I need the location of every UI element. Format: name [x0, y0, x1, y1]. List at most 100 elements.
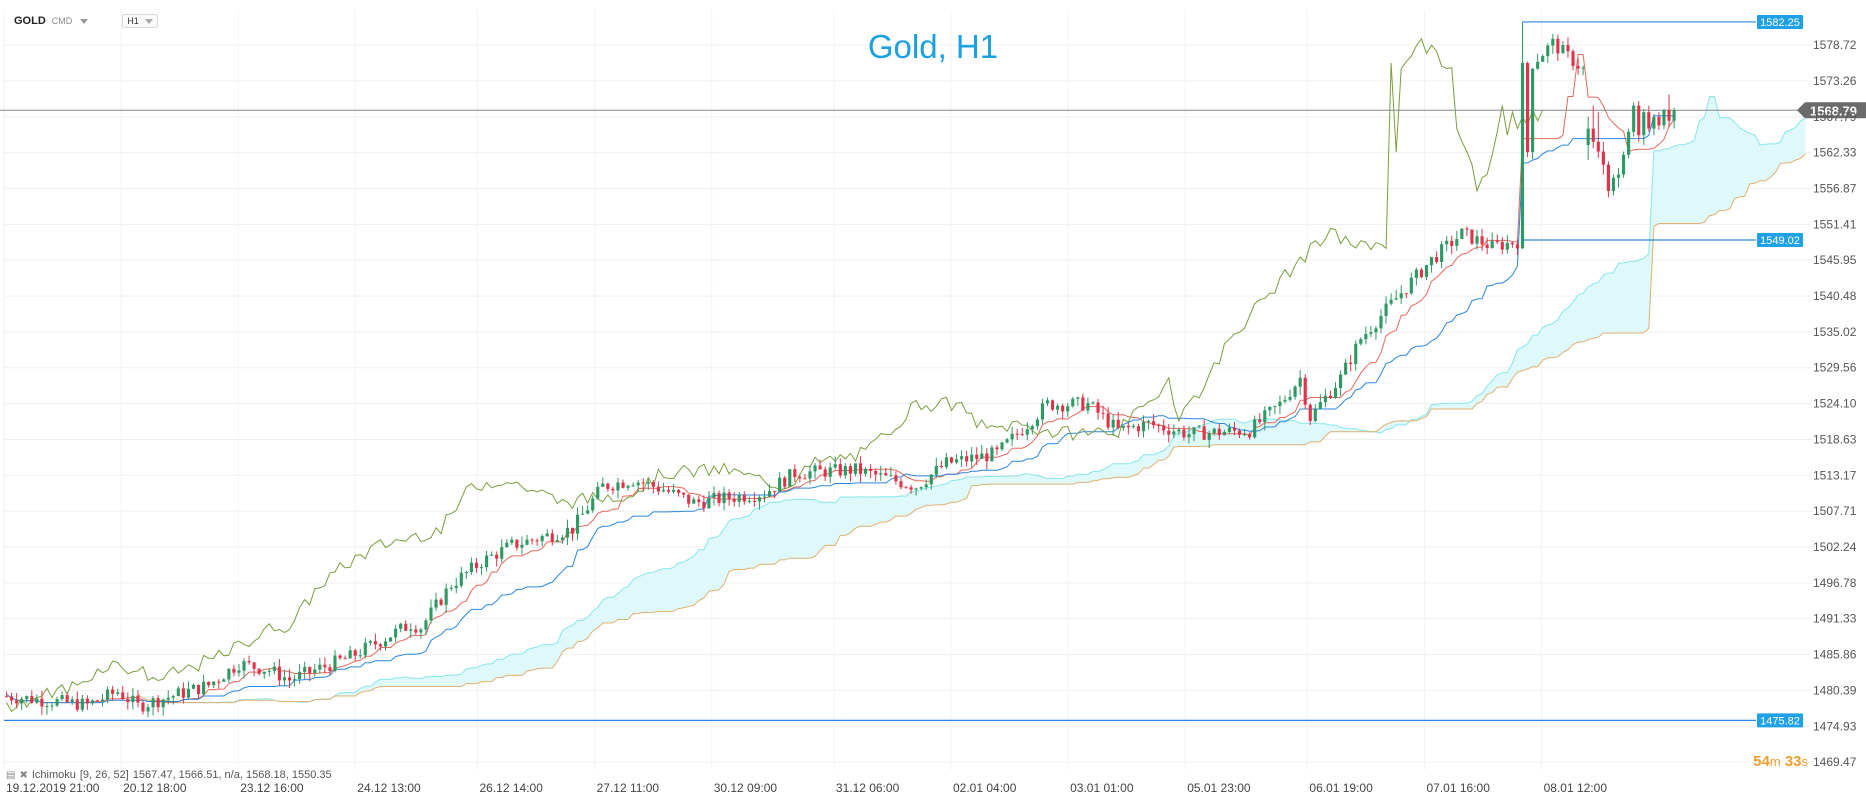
candle	[879, 465, 883, 481]
candle	[808, 465, 812, 485]
candle	[116, 688, 120, 697]
candle	[1525, 61, 1530, 158]
candle	[853, 463, 858, 477]
candle-body	[35, 698, 39, 703]
candle-body	[252, 662, 256, 669]
symbol-label[interactable]: GOLD	[14, 15, 46, 27]
candle	[1268, 405, 1272, 417]
candle	[495, 551, 499, 567]
candle-body	[1273, 406, 1277, 408]
candle	[1339, 370, 1343, 397]
candle	[909, 484, 913, 494]
candle	[90, 699, 94, 706]
candle-body	[570, 527, 575, 534]
candle-body	[1288, 396, 1292, 400]
candle-body	[121, 692, 125, 700]
candle-body	[1258, 419, 1262, 423]
candle-body	[914, 488, 918, 490]
candle-body	[166, 697, 170, 700]
candle	[601, 477, 605, 487]
candle	[636, 479, 640, 493]
timeframe-select[interactable]: H1	[122, 14, 158, 28]
candle	[459, 566, 463, 589]
candle-body	[25, 696, 29, 700]
candle-body	[1627, 131, 1631, 155]
candle	[889, 466, 893, 477]
candle-body	[1536, 61, 1540, 69]
x-tick-label: 07.01 16:00	[1426, 781, 1490, 795]
candle	[1576, 58, 1580, 75]
candle	[222, 678, 226, 682]
candle-body	[373, 641, 377, 645]
candle	[15, 692, 19, 709]
candle-body	[146, 707, 150, 712]
candle-body	[1293, 386, 1297, 397]
y-tick-label: 1567.79	[1813, 110, 1857, 124]
candle-body	[692, 499, 696, 504]
candle-body	[126, 699, 130, 703]
close-icon[interactable]: ✖	[19, 769, 28, 781]
y-tick-label: 1485.86	[1813, 648, 1857, 662]
candle	[136, 690, 140, 708]
chikou-span	[6, 37, 1544, 713]
candle-body	[217, 681, 221, 683]
candle-body	[292, 679, 297, 681]
candle-body	[1197, 426, 1201, 428]
symbol-dropdown-chevron-icon[interactable]	[80, 18, 89, 24]
candle	[45, 702, 49, 715]
candle	[793, 464, 797, 483]
candle-body	[783, 477, 787, 487]
ichimoku-cloud	[137, 96, 1806, 703]
candle-body	[100, 699, 105, 702]
x-tick-label: 08.01 12:00	[1544, 781, 1608, 795]
candle	[586, 505, 590, 515]
candle-body	[1081, 397, 1085, 411]
candle	[1182, 425, 1186, 441]
horizontal-levels[interactable]: 1582.25 1549.02 1475.82 1568.79	[0, 14, 1866, 728]
candle-body	[545, 533, 549, 537]
candle-body	[45, 706, 49, 708]
candle-body	[1551, 38, 1555, 46]
candle	[378, 643, 383, 651]
candle	[409, 623, 413, 639]
candle	[949, 456, 954, 464]
candle-body	[611, 488, 615, 491]
y-tick-label: 1578.72	[1813, 38, 1857, 52]
candle	[1106, 407, 1110, 430]
candle	[439, 597, 443, 607]
candle	[1222, 429, 1226, 436]
candle-body	[1647, 112, 1651, 129]
candle-body	[1152, 421, 1156, 426]
candle-body	[1485, 244, 1489, 248]
candle-body	[389, 637, 393, 642]
candle	[869, 464, 873, 478]
candle-body	[1162, 425, 1166, 431]
candle	[934, 457, 938, 479]
candle-body	[282, 677, 287, 681]
current-price-label: 1568.79	[1810, 103, 1857, 118]
candle	[798, 474, 802, 483]
candle-body	[1394, 298, 1398, 300]
settings-icon[interactable]: ▤	[6, 769, 16, 781]
candle-body	[161, 699, 165, 708]
timeframe-value: H1	[127, 16, 139, 26]
candle-body	[778, 477, 782, 492]
candle	[449, 584, 453, 592]
candle	[1096, 398, 1100, 420]
candle	[1662, 108, 1666, 130]
candle	[328, 664, 332, 675]
candle	[65, 692, 69, 704]
countdown-seconds-unit: s	[1801, 754, 1809, 769]
candle-body	[363, 642, 367, 656]
candle	[1475, 229, 1479, 250]
candle	[141, 699, 145, 715]
candle	[4, 691, 9, 698]
candle	[30, 690, 34, 705]
candle-body	[970, 454, 974, 462]
candle-body	[929, 474, 933, 485]
candle	[171, 694, 175, 705]
candle	[550, 529, 554, 546]
candle	[1303, 374, 1307, 410]
candle-body	[1056, 405, 1060, 410]
